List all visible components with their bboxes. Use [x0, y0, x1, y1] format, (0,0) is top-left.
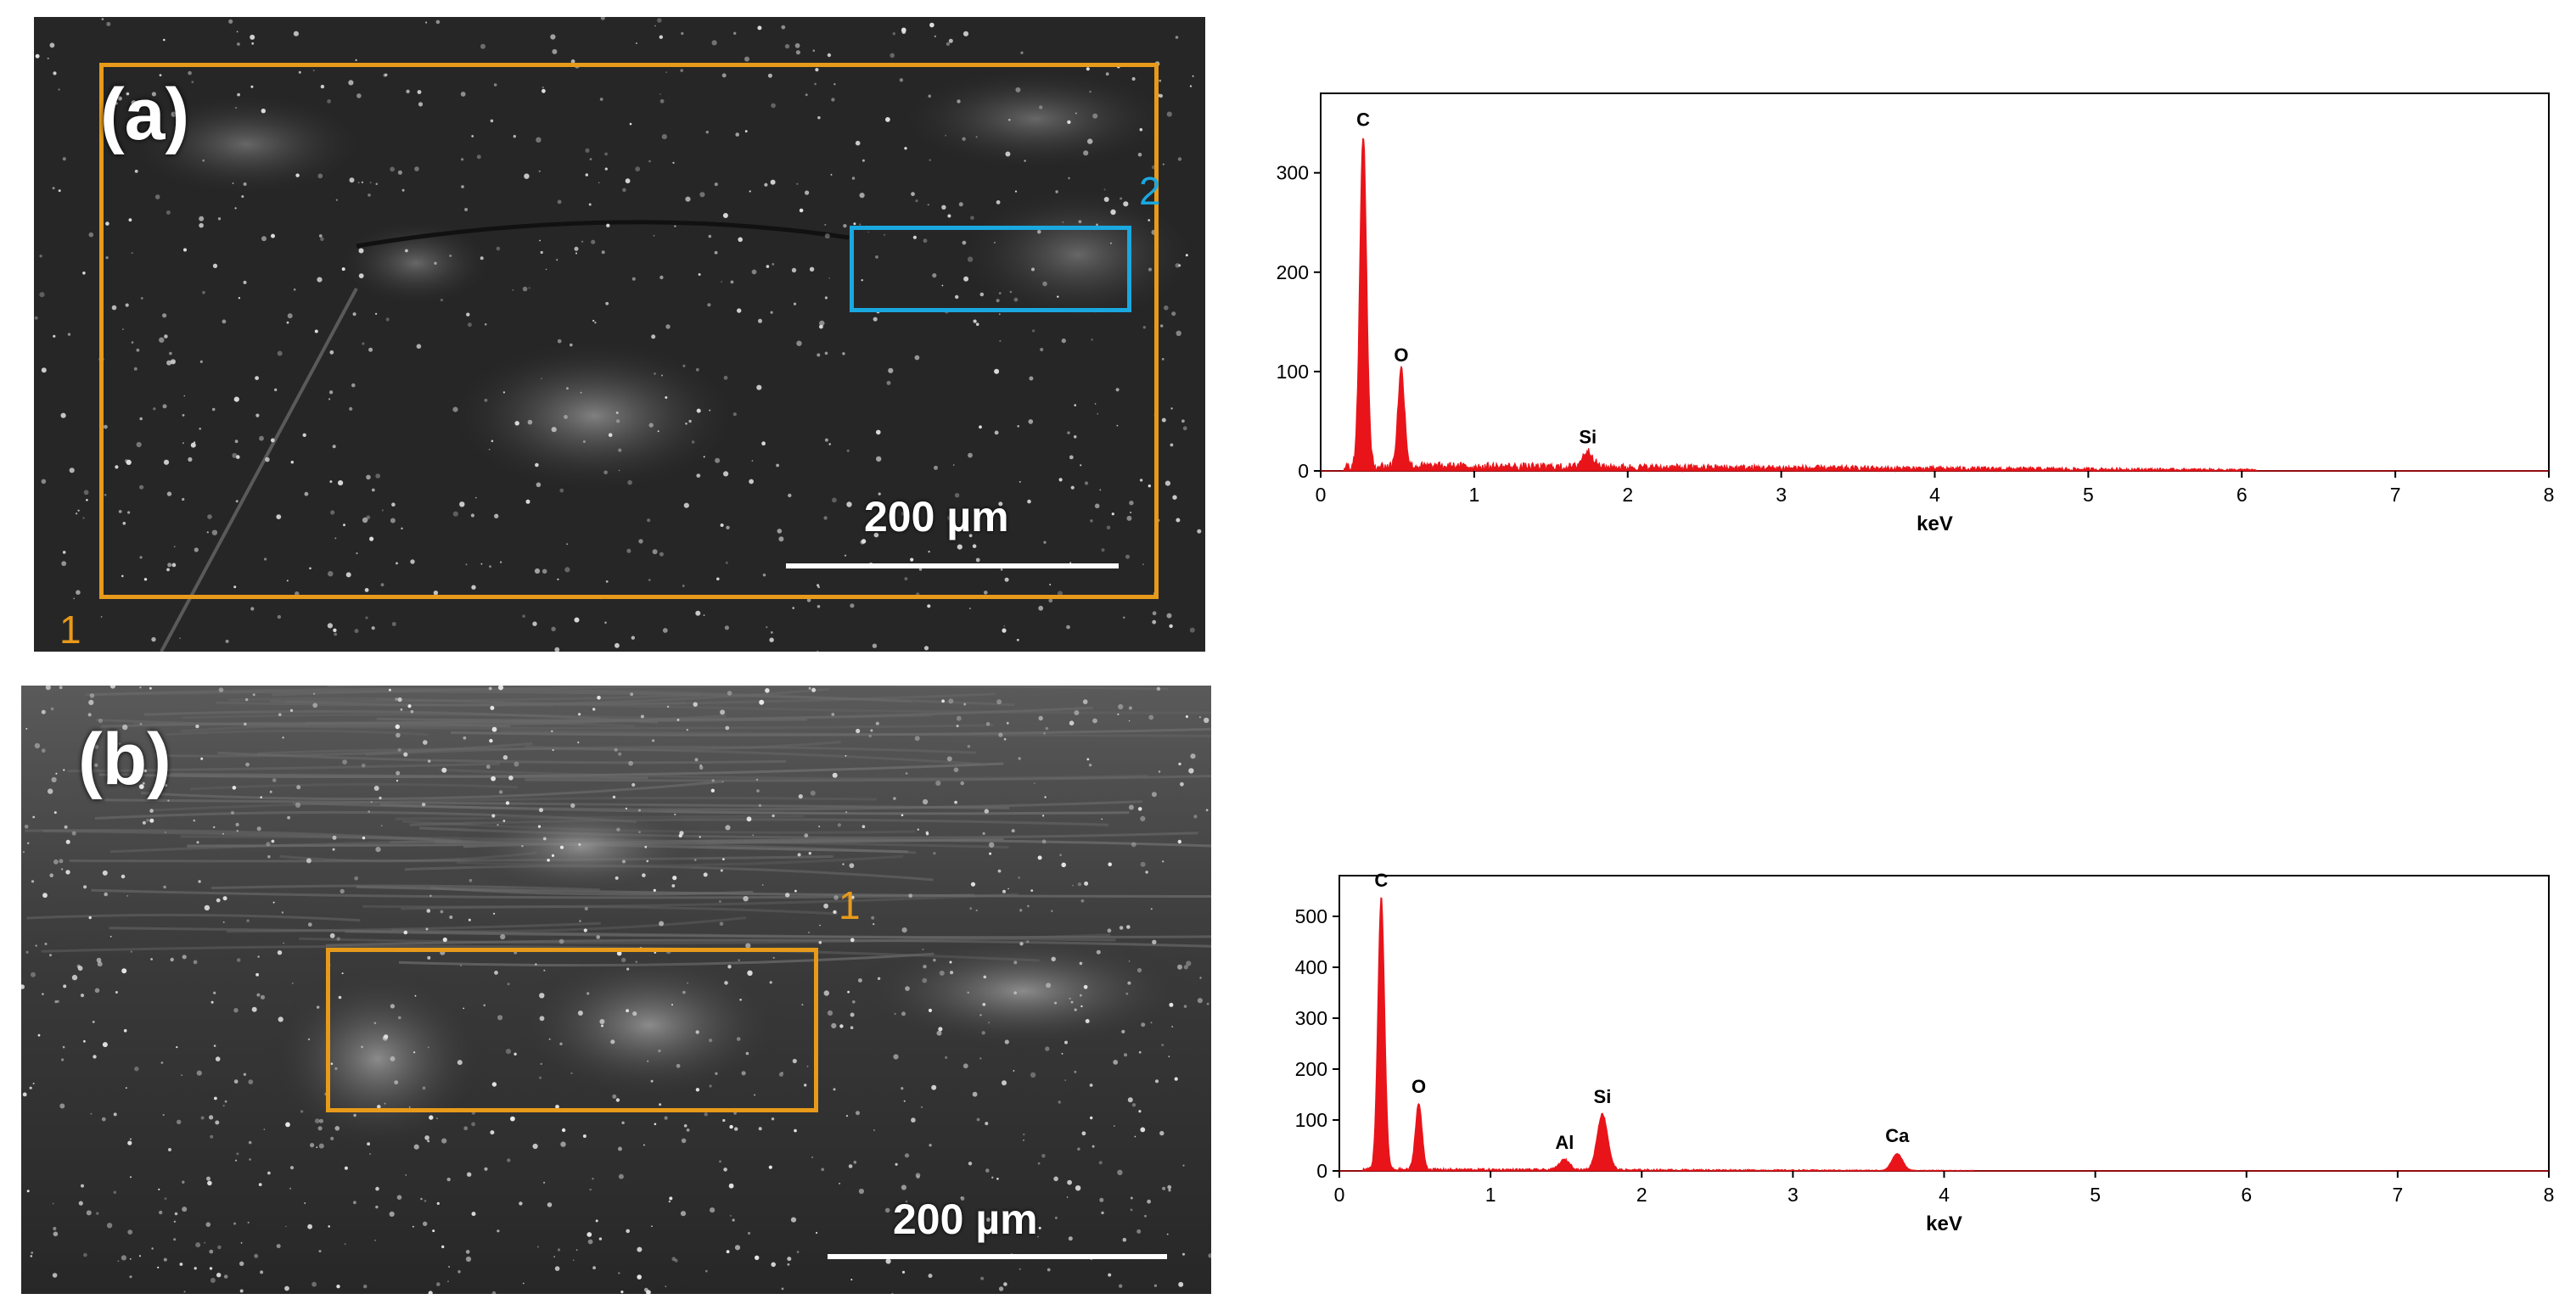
- y-tick-label: 300: [1295, 1007, 1327, 1029]
- x-tick-label: 2: [1622, 484, 1633, 506]
- x-tick-label: 8: [2544, 1184, 2555, 1206]
- x-tick-label: 5: [2090, 1184, 2101, 1206]
- peak-label-si: Si: [1579, 426, 1597, 447]
- sem-image-b: [21, 686, 1211, 1294]
- sem-image-a: [34, 17, 1205, 652]
- panel-label-b: (b): [78, 719, 171, 800]
- x-tick-label: 5: [2083, 484, 2094, 506]
- x-axis-label: keV: [1917, 512, 1953, 535]
- x-tick-label: 4: [1929, 484, 1940, 506]
- y-tick-label: 400: [1295, 956, 1327, 978]
- peak-label-c: C: [1374, 870, 1388, 891]
- scale-bar-b: [828, 1254, 1167, 1259]
- y-tick-label: 200: [1277, 261, 1309, 283]
- peak-label-o: O: [1411, 1076, 1426, 1097]
- eds-spectrum-b-svg: C O Al Si Ca 0 1 2 3 4 5 6 7 8 0 100 200 300 400 500 keV: [1295, 870, 2555, 1235]
- region-box-b-1: [326, 948, 818, 1112]
- x-tick-label: 0: [1334, 1184, 1345, 1206]
- scale-bar-a: [786, 563, 1119, 568]
- y-tick-label: 100: [1295, 1109, 1327, 1131]
- region-label-b-1: 1: [839, 883, 861, 927]
- sem-texture-a: [34, 17, 1205, 652]
- x-tick-label: 3: [1787, 1184, 1799, 1206]
- y-tick-label: 0: [1298, 460, 1309, 482]
- x-tick-label: 1: [1485, 1184, 1496, 1206]
- eds-spectrum-a: C O Si 0 1 2 3 4 5 6 7 8 0 100 200 300 keV: [1246, 85, 2576, 568]
- x-tick-label: 7: [2392, 1184, 2403, 1206]
- scale-bar-text-b: 200 µm: [893, 1196, 1038, 1243]
- eds-spectrum-b: C O Al Si Ca 0 1 2 3 4 5 6 7 8 0 100 200 300 400 500 keV: [1246, 865, 2576, 1290]
- y-tick-label: 200: [1295, 1058, 1327, 1080]
- peak-label-si: Si: [1594, 1086, 1612, 1107]
- x-tick-label: 7: [2390, 484, 2401, 506]
- region-box-a-1: [99, 63, 1159, 599]
- x-tick-label: 3: [1776, 484, 1787, 506]
- y-tick-label: 500: [1295, 905, 1327, 927]
- region-label-a-2: 2: [1139, 169, 1161, 213]
- x-tick-label: 2: [1636, 1184, 1647, 1206]
- x-tick-label: 1: [1468, 484, 1479, 506]
- x-tick-label: 0: [1316, 484, 1327, 506]
- peak-label-al: Al: [1555, 1132, 1574, 1153]
- scale-bar-text-a: 200 µm: [864, 493, 1009, 540]
- eds-spectrum-a-svg: C O Si 0 1 2 3 4 5 6 7 8 0 100 200 300 keV: [1277, 92, 2555, 535]
- x-tick-label: 4: [1939, 1184, 1950, 1206]
- region-box-a-2: [850, 226, 1131, 312]
- x-tick-label: 6: [2241, 1184, 2252, 1206]
- spectrum-trace: [1339, 897, 2549, 1173]
- y-tick-label: 100: [1277, 361, 1309, 383]
- y-tick-label: 0: [1316, 1160, 1327, 1182]
- plot-frame: [1339, 875, 2550, 1172]
- sem-texture-b: [21, 686, 1211, 1294]
- peak-label-c: C: [1356, 109, 1370, 131]
- x-tick-label: 8: [2544, 484, 2555, 506]
- x-axis-label: keV: [1926, 1212, 1962, 1235]
- panel-label-a: (a): [100, 74, 190, 155]
- region-label-a-1: 1: [59, 608, 81, 652]
- plot-frame: [1320, 92, 2550, 472]
- y-tick-label: 300: [1277, 162, 1309, 184]
- spectrum-trace: [1321, 137, 2549, 473]
- x-tick-label: 6: [2236, 484, 2248, 506]
- peak-label-o: O: [1394, 344, 1408, 366]
- peak-label-ca: Ca: [1885, 1125, 1910, 1146]
